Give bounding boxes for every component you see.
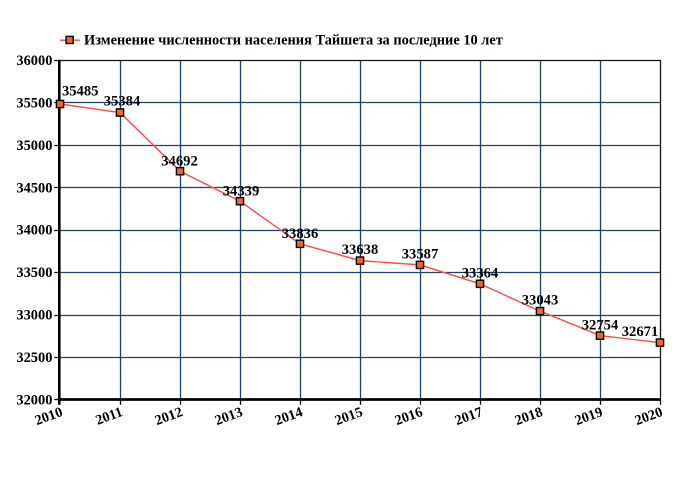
svg-text:35384: 35384 [104,94,141,110]
svg-text:2019: 2019 [573,404,605,429]
svg-text:34500: 34500 [16,180,52,196]
svg-text:34339: 34339 [223,184,259,200]
svg-text:32500: 32500 [16,350,52,366]
svg-text:2017: 2017 [453,404,485,429]
svg-text:2016: 2016 [393,404,425,429]
svg-text:33500: 33500 [16,265,52,281]
svg-text:36000: 36000 [16,53,52,69]
svg-text:34692: 34692 [161,154,197,170]
svg-text:33836: 33836 [282,226,318,242]
svg-text:32754: 32754 [582,318,619,334]
svg-text:32000: 32000 [16,392,52,408]
svg-text:33587: 33587 [402,247,438,263]
svg-text:2011: 2011 [93,404,124,428]
svg-text:35500: 35500 [16,96,52,112]
svg-text:35000: 35000 [16,138,52,154]
svg-text:2018: 2018 [513,404,545,429]
svg-text:33364: 33364 [462,266,499,282]
svg-text:33043: 33043 [522,292,558,308]
svg-text:2020: 2020 [633,404,665,429]
svg-text:2012: 2012 [153,404,185,429]
svg-text:33638: 33638 [342,242,378,258]
svg-text:34000: 34000 [16,223,52,239]
svg-text:2014: 2014 [273,404,305,429]
svg-text:2015: 2015 [333,404,365,429]
svg-text:2013: 2013 [213,404,245,429]
svg-text:Изменение численности населени: Изменение численности населения Тайшета … [84,32,503,48]
svg-text:33000: 33000 [16,308,52,324]
svg-text:32671: 32671 [622,324,658,340]
svg-text:35485: 35485 [62,84,98,100]
